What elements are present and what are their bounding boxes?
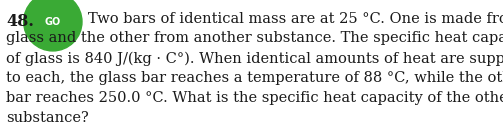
Text: of glass is 840 J/(kg · C°). When identical amounts of heat are supplied: of glass is 840 J/(kg · C°). When identi… (6, 51, 503, 66)
Text: bar reaches 250.0 °C. What is the specific heat capacity of the other: bar reaches 250.0 °C. What is the specif… (6, 91, 503, 105)
Text: GO: GO (45, 17, 61, 27)
Text: Two bars of identical mass are at 25 °C. One is made from: Two bars of identical mass are at 25 °C.… (88, 12, 503, 25)
Text: to each, the glass bar reaches a temperature of 88 °C, while the other: to each, the glass bar reaches a tempera… (6, 71, 503, 85)
Text: glass and the other from another substance. The specific heat capacity: glass and the other from another substan… (6, 31, 503, 45)
Ellipse shape (24, 0, 82, 51)
Text: 48.: 48. (6, 13, 34, 30)
Text: substance?: substance? (6, 111, 89, 125)
